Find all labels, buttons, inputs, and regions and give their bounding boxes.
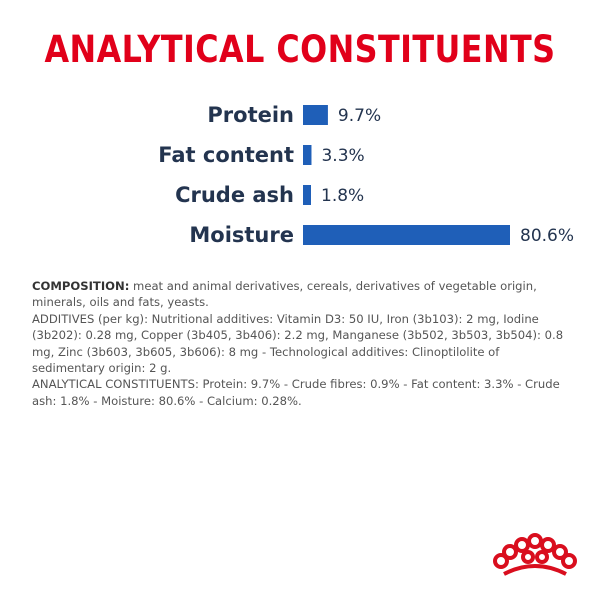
- value-label: 80.6%: [520, 226, 574, 246]
- composition-text: meat and animal derivatives, cereals, de…: [32, 279, 537, 310]
- category-label: Protein: [207, 103, 294, 127]
- analytical-constituents-text: ANALYTICAL CONSTITUENTS: Protein: 9.7% -…: [32, 377, 560, 408]
- composition-paragraph: COMPOSITION: meat and animal derivatives…: [32, 278, 572, 311]
- royal-crown-icon: [493, 533, 577, 576]
- value-label: 3.3%: [321, 146, 364, 166]
- bar: [303, 105, 328, 125]
- additives-text: ADDITIVES (per kg): Nutritional additive…: [32, 311, 564, 376]
- chart-title: ANALYTICAL CONSTITUENTS: [44, 28, 556, 71]
- composition-heading: COMPOSITION:: [32, 279, 130, 293]
- bar: [303, 185, 311, 205]
- value-label: 9.7%: [338, 106, 381, 126]
- bar: [303, 145, 312, 165]
- bar: [303, 225, 510, 245]
- value-label: 1.8%: [321, 186, 364, 206]
- constituents-bar-chart: Protein 9.7% Fat content 3.3% Crude ash 1.8% M…: [158, 103, 574, 247]
- category-label: Fat content: [158, 143, 294, 167]
- category-label: Crude ash: [175, 183, 294, 207]
- composition-block: COMPOSITION: meat and animal derivatives…: [32, 278, 572, 409]
- category-label: Moisture: [189, 223, 294, 247]
